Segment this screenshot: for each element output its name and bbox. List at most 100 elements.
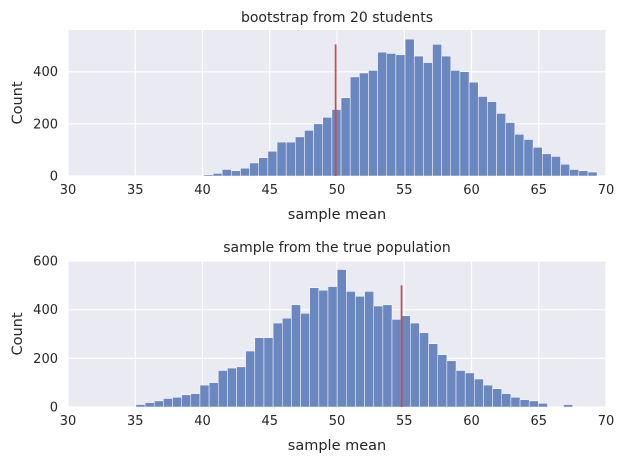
histogram-bar [322,117,333,177]
histogram-bar [295,136,305,177]
chart-title: bootstrap from 20 students [241,10,433,26]
x-tick-label: 50 [329,183,346,198]
histogram-bar [313,123,323,177]
x-tick-label: 55 [396,183,413,198]
y-tick-label: 200 [33,117,58,132]
histogram-bar [514,134,525,177]
histogram-bar [236,366,246,408]
histogram-bar [532,147,543,177]
histogram-bar [404,38,415,177]
top-histogram-panel: 30 35 40 45 50 55 60 65 70 0 200 400 bootstrap fro… [10,10,614,223]
histogram-bar [245,350,256,408]
x-tick-label: 40 [194,414,211,429]
y-tick-label: 600 [33,255,58,270]
y-tick-label: 200 [33,352,58,367]
x-tick-label: 60 [463,183,480,198]
histogram-bar [309,287,320,408]
x-tick-label: 55 [396,414,413,429]
x-tick-label: 30 [60,183,77,198]
histogram-bar [528,400,539,408]
histogram-bar [282,317,292,408]
histogram-bar [391,319,402,408]
x-axis-label: sample mean [288,438,386,454]
x-tick-label: 65 [530,183,547,198]
histogram-bar [318,289,329,408]
bottom-histogram-panel: 30 35 40 45 50 55 60 65 70 0 200 400 600 sample fro… [10,240,614,454]
histogram-bar [523,139,534,177]
histogram-bar [492,388,503,408]
histogram-bar [423,62,433,177]
x-tick-labels: 30 35 40 45 50 55 60 65 70 [60,414,615,429]
histogram-bar [382,304,393,408]
histogram-bar [240,167,250,177]
histogram-bar [249,162,259,177]
y-tick-label: 0 [50,401,58,416]
histogram-bar [144,402,155,408]
histogram-bar [373,305,384,408]
histogram-bar [496,113,506,177]
histogram-bar [450,70,461,177]
y-axis-label: Count [10,312,26,355]
histogram-bar [428,343,438,408]
histogram-bar [413,55,424,177]
x-tick-label: 65 [530,414,547,429]
histogram-bar [304,130,314,177]
histogram-bar [483,384,493,408]
histogram-bar [368,70,378,177]
histogram-bar [400,315,411,408]
histogram-bar [519,399,530,408]
histogram-bar [258,157,269,177]
histogram-bar [410,322,420,408]
histogram-bar [501,393,512,408]
histogram-bar [190,393,201,408]
histogram-bar [441,55,452,177]
x-tick-label: 70 [598,183,615,198]
histogram-bar [212,173,223,177]
histogram-bar [153,400,164,408]
histogram-bar [172,397,182,408]
histogram-bar [477,96,488,177]
histogram-bar [459,71,470,177]
x-tick-label: 45 [261,414,278,429]
histogram-bar [474,378,484,408]
histogram-bar [359,72,369,177]
bars [203,38,598,177]
histogram-bar [227,367,237,408]
histogram-bar [349,76,360,177]
histogram-bar [272,322,283,408]
histogram-bar [336,269,347,408]
x-tick-label: 35 [127,414,144,429]
histogram-bar [587,171,598,177]
histogram-bar [551,156,561,177]
histogram-bar [578,170,589,177]
histogram-bar [455,370,466,408]
x-tick-label: 30 [60,414,77,429]
y-tick-labels: 0 200 400 600 [33,255,58,416]
histogram-bar [285,141,296,177]
histogram-bar [377,51,388,177]
y-tick-labels: 0 200 400 [33,65,58,184]
histogram-bar [364,291,374,408]
histogram-bar [231,170,241,177]
histogram-bar [464,372,475,408]
histogram-bar [263,337,274,408]
histogram-bar [487,101,497,177]
histogram-bar [199,384,210,408]
histogram-bar [217,370,228,408]
histogram-bar [569,169,580,177]
y-tick-label: 0 [50,170,58,185]
histogram-bar [291,304,301,408]
histogram-bar [208,382,219,408]
y-tick-label: 400 [33,65,58,80]
chart-title: sample from the true population [223,240,451,256]
histogram-bar [386,53,397,177]
histogram-bar [468,81,479,177]
histogram-bar [538,403,548,408]
histogram-bar [355,296,365,408]
histogram-bar [505,122,516,177]
histogram-bar [432,44,442,177]
x-axis-label: sample mean [288,207,386,223]
x-tick-label: 40 [194,183,211,198]
x-tick-label: 60 [463,414,480,429]
